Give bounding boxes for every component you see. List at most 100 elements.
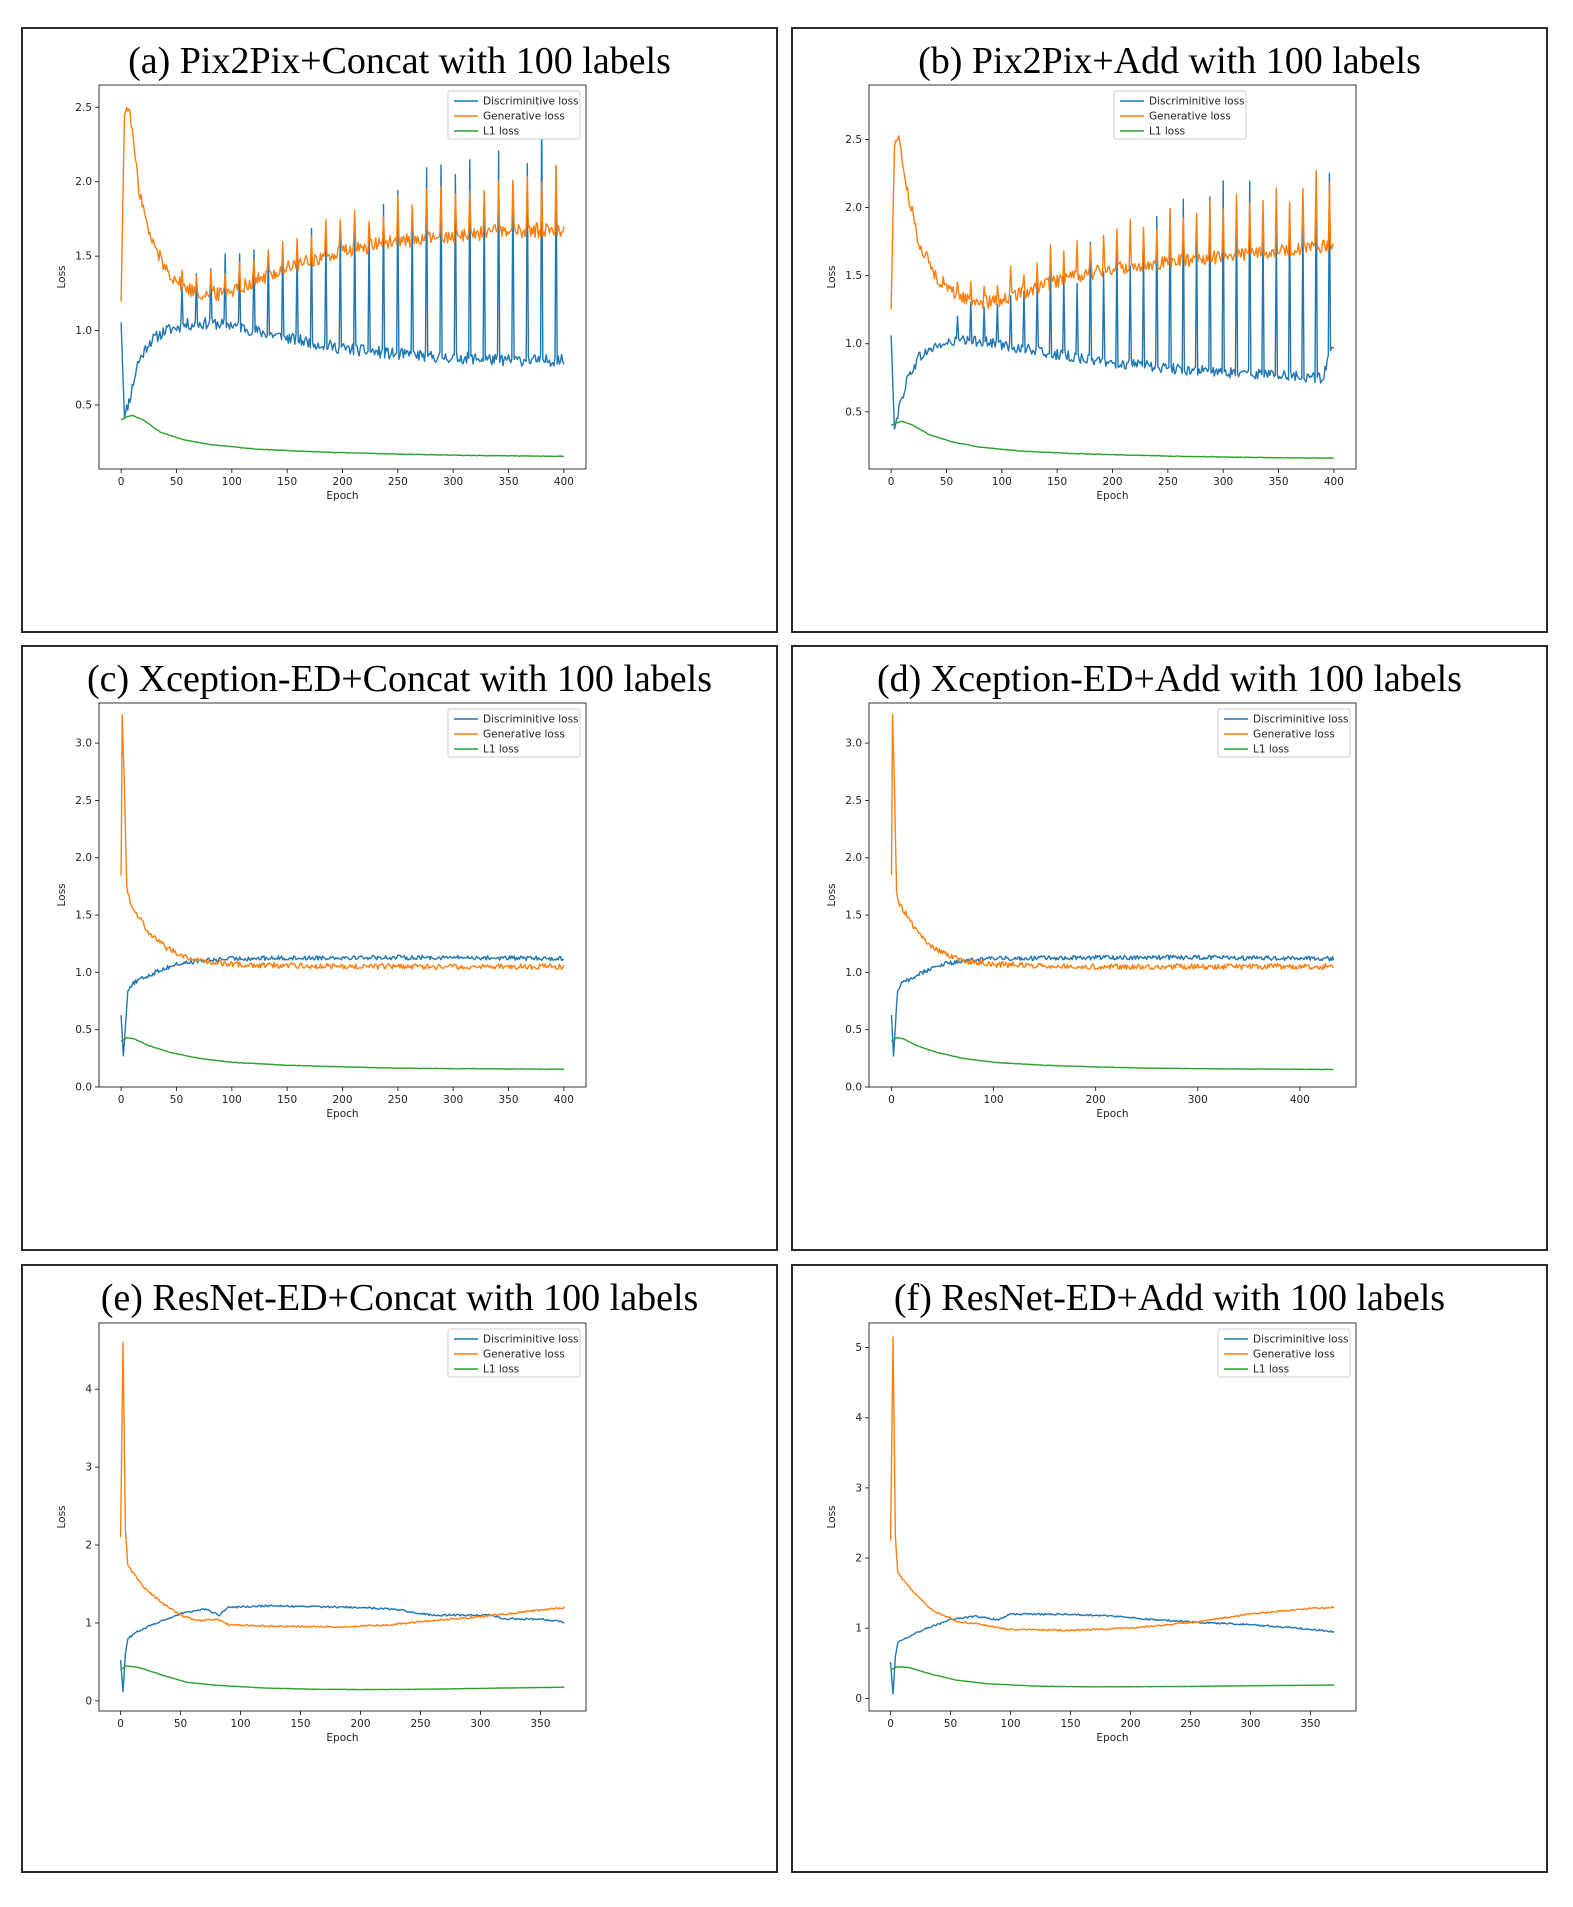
series-line bbox=[120, 108, 565, 419]
chart-b: 0 50 100 150 200 250 300 350 400 0.5 1.0 1.5 2.0 2.5 E… bbox=[826, 84, 1357, 502]
legend-box bbox=[1217, 1328, 1351, 1378]
panel-title: (e) ResNet-ED+Concat with 100 labels bbox=[100, 1277, 699, 1319]
legend-box bbox=[447, 708, 581, 758]
x-tick-label: 200 bbox=[350, 1718, 370, 1730]
legend-entry: Discriminitive loss bbox=[1253, 714, 1349, 726]
x-tick-label: 400 bbox=[554, 1094, 574, 1106]
y-tick-label: 2.0 bbox=[75, 852, 92, 864]
series-line bbox=[890, 170, 1335, 430]
y-axis-label: Loss bbox=[826, 883, 838, 906]
x-tick-label: 250 bbox=[388, 476, 408, 488]
axes-frame bbox=[98, 1322, 587, 1712]
panel-f: (f) ResNet-ED+Add with 100 labels 0 50 100… bbox=[791, 1264, 1548, 1873]
y-tick-label: 0.0 bbox=[75, 1082, 92, 1094]
x-tick-label: 350 bbox=[530, 1718, 550, 1730]
x-tick-label: 200 bbox=[332, 1094, 352, 1106]
x-tick-label: 0 bbox=[118, 1094, 125, 1106]
x-tick-label: 350 bbox=[1268, 476, 1288, 488]
legend-box bbox=[1217, 708, 1351, 758]
plot-area bbox=[890, 135, 1335, 459]
panel-title: (d) Xception-ED+Add with 100 labels bbox=[877, 658, 1462, 700]
y-tick-label: 1 bbox=[85, 1617, 92, 1629]
legend-entry: Discriminitive loss bbox=[483, 96, 579, 108]
legend-entry: Discriminitive loss bbox=[483, 1334, 579, 1346]
x-tick-label: 150 bbox=[1047, 476, 1067, 488]
x-tick-label: 350 bbox=[498, 1094, 518, 1106]
x-tick-label: 250 bbox=[388, 1094, 408, 1106]
y-tick-label: 3.0 bbox=[75, 738, 92, 750]
y-tick-label: 0.5 bbox=[75, 400, 92, 412]
y-tick-label: 2.0 bbox=[75, 176, 92, 188]
panel-d: (d) Xception-ED+Add with 100 labels 0 100… bbox=[791, 645, 1548, 1251]
series-line bbox=[119, 1341, 565, 1629]
y-tick-label: 1.0 bbox=[75, 967, 92, 979]
legend-box bbox=[447, 90, 581, 140]
series-line bbox=[890, 420, 1334, 459]
x-tick-label: 150 bbox=[277, 476, 297, 488]
x-tick-label: 100 bbox=[992, 476, 1012, 488]
plot-area bbox=[120, 714, 565, 1071]
series-line bbox=[120, 714, 565, 971]
legend: Discriminitive loss Generative loss L1 los… bbox=[1113, 90, 1247, 140]
x-tick-label: 50 bbox=[170, 1094, 183, 1106]
x-tick-label: 300 bbox=[1213, 476, 1233, 488]
legend-box bbox=[1113, 90, 1247, 140]
legend-entry: Generative loss bbox=[483, 1349, 565, 1361]
chart-e: 0 50 100 150 200 250 300 350 0 1 2 3 4 Epoch Loss Discr… bbox=[56, 1322, 587, 1744]
x-tick-label: 300 bbox=[443, 1094, 463, 1106]
y-tick-label: 2.0 bbox=[845, 852, 862, 864]
panel-a: (a) Pix2Pix+Concat with 100 labels 0 50 10… bbox=[21, 27, 778, 633]
y-tick-label: 0.5 bbox=[845, 406, 862, 418]
plot-area bbox=[120, 106, 565, 458]
series-line bbox=[890, 954, 1335, 1057]
x-tick-label: 150 bbox=[1060, 1718, 1080, 1730]
y-tick-label: 1.0 bbox=[845, 967, 862, 979]
x-tick-label: 50 bbox=[940, 476, 953, 488]
x-tick-label: 0 bbox=[117, 1718, 124, 1730]
x-tick-label: 150 bbox=[290, 1718, 310, 1730]
y-tick-label: 1.5 bbox=[75, 910, 92, 922]
x-tick-label: 300 bbox=[470, 1718, 490, 1730]
legend-entry: Discriminitive loss bbox=[483, 714, 579, 726]
series-line bbox=[120, 106, 565, 302]
x-tick-label: 150 bbox=[277, 1094, 297, 1106]
series-line bbox=[119, 1604, 565, 1693]
legend-entry: L1 loss bbox=[1253, 1364, 1289, 1376]
x-tick-label: 250 bbox=[410, 1718, 430, 1730]
y-tick-label: 0.5 bbox=[845, 1024, 862, 1036]
legend-entry: Generative loss bbox=[1253, 729, 1335, 741]
x-tick-label: 0 bbox=[887, 1718, 894, 1730]
x-tick-label: 50 bbox=[174, 1718, 187, 1730]
y-tick-label: 2.5 bbox=[845, 134, 862, 146]
series-line bbox=[890, 1666, 1335, 1688]
chart-c: 0 50 100 150 200 250 300 350 400 0.0 0.5 1.0 1.5 2.0 2… bbox=[56, 702, 587, 1120]
legend: Discriminitive loss Generative loss L1 los… bbox=[1217, 708, 1351, 758]
chart-a: 0 50 100 150 200 250 300 350 400 0.5 1.0 1.5 2.0 2.5 E… bbox=[56, 84, 587, 502]
y-tick-label: 2.0 bbox=[845, 202, 862, 214]
x-tick-label: 300 bbox=[1240, 1718, 1260, 1730]
y-tick-label: 0 bbox=[855, 1693, 862, 1705]
legend-entry: Generative loss bbox=[483, 111, 565, 123]
x-tick-label: 0 bbox=[888, 1094, 895, 1106]
series-line bbox=[889, 1336, 1335, 1632]
y-tick-label: 2.5 bbox=[75, 795, 92, 807]
y-tick-label: 2 bbox=[855, 1553, 862, 1565]
series-line bbox=[120, 414, 565, 458]
x-axis-label: Epoch bbox=[1096, 1732, 1128, 1744]
y-axis-label: Loss bbox=[56, 265, 68, 288]
x-tick-label: 200 bbox=[332, 476, 352, 488]
legend: Discriminitive loss Generative loss L1 los… bbox=[447, 1328, 581, 1378]
x-axis-label: Epoch bbox=[326, 490, 358, 502]
x-tick-label: 400 bbox=[554, 476, 574, 488]
y-tick-label: 0 bbox=[85, 1695, 92, 1707]
axes-frame bbox=[98, 702, 587, 1088]
legend-entry: Generative loss bbox=[1253, 1349, 1335, 1361]
panel-e: (e) ResNet-ED+Concat with 100 labels 0 50… bbox=[21, 1264, 778, 1873]
x-axis-label: Epoch bbox=[326, 1108, 358, 1120]
y-tick-label: 3 bbox=[855, 1482, 862, 1494]
legend-entry: Discriminitive loss bbox=[1253, 1334, 1349, 1346]
chart-d: 0 100 200 300 400 0.0 0.5 1.0 1.5 2.0 2.5 3.0 Epoch L… bbox=[826, 702, 1357, 1120]
y-tick-label: 1.0 bbox=[75, 325, 92, 337]
panel-title: (f) ResNet-ED+Add with 100 labels bbox=[893, 1277, 1446, 1319]
legend-entry: L1 loss bbox=[483, 126, 519, 138]
